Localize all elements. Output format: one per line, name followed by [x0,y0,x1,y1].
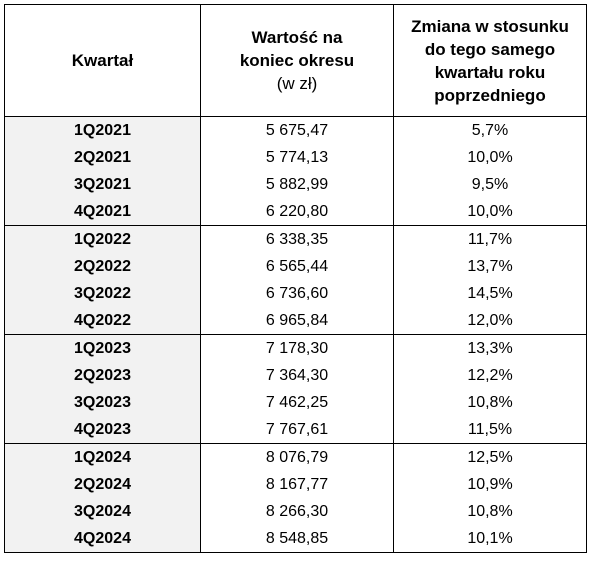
change-cell: 9,5% [393,171,587,198]
quarter-cell: 1Q2024 [4,443,201,471]
quarter-cell: 1Q2022 [4,225,201,253]
header-change: Zmiana w stosunku do tego samego kwartał… [393,4,587,117]
table-row: 4Q2022 6 965,84 12,0% [4,307,587,335]
quarter-cell: 4Q2022 [4,307,201,335]
value-cell: 6 338,35 [200,225,394,253]
quarter-cell: 4Q2021 [4,198,201,226]
header-value-line-1: Wartość na [251,28,343,47]
quarter-cell: 1Q2023 [4,334,201,362]
value-cell: 6 736,60 [200,280,394,307]
value-cell: 6 565,44 [200,253,394,280]
header-row: Kwartał Wartość na koniec okresu (w zł) … [4,4,587,117]
table-row: 3Q2024 8 266,30 10,8% [4,498,587,525]
table-row: 1Q2022 6 338,35 11,7% [4,225,587,253]
table-header: Kwartał Wartość na koniec okresu (w zł) … [4,4,587,117]
table-row: 4Q2021 6 220,80 10,0% [4,198,587,226]
header-change-line-3: kwartału roku [434,62,546,82]
table-row: 1Q2023 7 178,30 13,3% [4,334,587,362]
change-cell: 10,0% [393,144,587,171]
quarter-cell: 4Q2024 [4,525,201,553]
quarter-cell: 1Q2021 [4,116,201,144]
value-cell: 8 266,30 [200,498,394,525]
table-row: 2Q2023 7 364,30 12,2% [4,362,587,389]
value-cell: 7 364,30 [200,362,394,389]
change-cell: 10,8% [393,498,587,525]
quarter-cell: 2Q2024 [4,471,201,498]
change-cell: 10,0% [393,198,587,226]
change-cell: 12,5% [393,443,587,471]
header-value: Wartość na koniec okresu (w zł) [200,4,394,117]
table-row: 3Q2022 6 736,60 14,5% [4,280,587,307]
value-cell: 7 178,30 [200,334,394,362]
change-cell: 12,0% [393,307,587,335]
value-cell: 5 882,99 [200,171,394,198]
quarter-cell: 2Q2023 [4,362,201,389]
change-cell: 11,7% [393,225,587,253]
header-value-unit: (w zł) [276,74,318,93]
change-cell: 10,1% [393,525,587,553]
quarter-cell: 2Q2021 [4,144,201,171]
change-cell: 14,5% [393,280,587,307]
quarter-cell: 3Q2024 [4,498,201,525]
table-row: 2Q2024 8 167,77 10,9% [4,471,587,498]
header-change-line-2: do tego samego [424,39,556,59]
change-cell: 13,3% [393,334,587,362]
value-cell: 8 548,85 [200,525,394,553]
table-row: 3Q2023 7 462,25 10,8% [4,389,587,416]
table-row: 1Q2024 8 076,79 12,5% [4,443,587,471]
value-cell: 5 675,47 [200,116,394,144]
change-cell: 10,9% [393,471,587,498]
value-cell: 5 774,13 [200,144,394,171]
value-cell: 8 076,79 [200,443,394,471]
table-row: 3Q2021 5 882,99 9,5% [4,171,587,198]
table-row: 4Q2023 7 767,61 11,5% [4,416,587,444]
table-row: 2Q2022 6 565,44 13,7% [4,253,587,280]
value-cell: 6 965,84 [200,307,394,335]
quarterly-value-table: Kwartał Wartość na koniec okresu (w zł) … [4,4,587,553]
change-cell: 13,7% [393,253,587,280]
quarter-cell: 3Q2021 [4,171,201,198]
change-cell: 10,8% [393,389,587,416]
table-row: 2Q2021 5 774,13 10,0% [4,144,587,171]
table-row: 4Q2024 8 548,85 10,1% [4,525,587,553]
quarter-cell: 2Q2022 [4,253,201,280]
header-change-line-1: Zmiana w stosunku [411,16,569,36]
change-cell: 12,2% [393,362,587,389]
value-cell: 8 167,77 [200,471,394,498]
header-change-line-4: poprzedniego [434,85,546,105]
quarter-cell: 3Q2022 [4,280,201,307]
value-cell: 7 767,61 [200,416,394,444]
table-row: 1Q2021 5 675,47 5,7% [4,116,587,144]
quarter-cell: 4Q2023 [4,416,201,444]
table-body: 1Q2021 5 675,47 5,7% 2Q2021 5 774,13 10,0% 3Q2… [4,116,587,553]
value-cell: 7 462,25 [200,389,394,416]
header-value-line-2: koniec okresu [239,51,355,70]
header-quarter: Kwartał [4,4,201,117]
change-cell: 5,7% [393,116,587,144]
change-cell: 11,5% [393,416,587,444]
quarter-cell: 3Q2023 [4,389,201,416]
value-cell: 6 220,80 [200,198,394,226]
